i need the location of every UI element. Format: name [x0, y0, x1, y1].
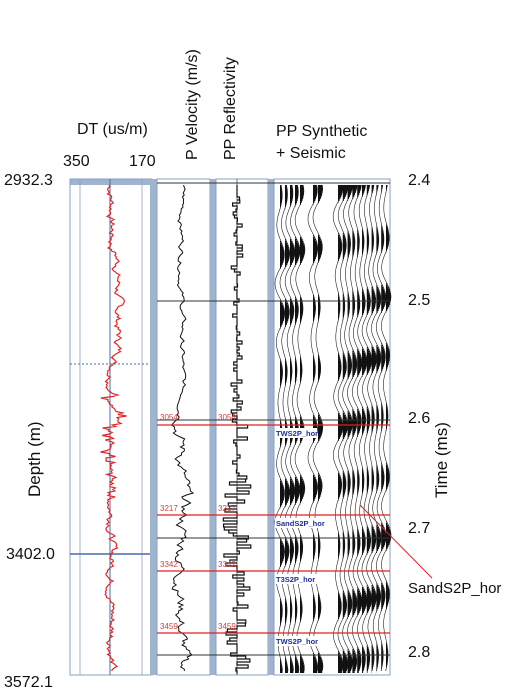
seismic-horizon-label-3: T3S2P_hor	[276, 575, 315, 584]
synthetic-seismic-track-edge	[268, 179, 274, 675]
horizon-depth-tag-vel-4: 3459	[160, 622, 178, 631]
time-tick-2-6: 2.6	[408, 410, 431, 427]
seismic-trace-fill	[376, 185, 382, 673]
seismic-label-bg-4	[275, 636, 317, 646]
depth-bottom-label: 3572.1	[4, 674, 53, 691]
horizon-depth-tag-vel-2: 3217	[160, 504, 178, 513]
seismic-horizon-label-2: SandS2P_hor	[276, 519, 325, 528]
horizon-depth-tag-refl-3: 3342	[218, 560, 236, 569]
time-tick-2-8: 2.8	[408, 644, 431, 661]
seismic-horizon-label-4: TWS2P_hor	[276, 637, 318, 646]
pp-reflectivity-curve	[222, 185, 252, 674]
pp-reflectivity-track	[210, 178, 269, 676]
sand-horizon-callout: SandS2P_hor	[408, 580, 502, 597]
p-velocity-curve	[170, 184, 195, 672]
seismic-trace-fill	[362, 185, 367, 673]
seismic-trace-fill	[280, 185, 285, 673]
horizon-depth-tag-refl-4: 3459	[218, 622, 236, 631]
seismic-trace-fill	[338, 185, 343, 673]
seismic-trace-fill	[318, 185, 323, 673]
depth-marker-label: 3402.0	[6, 546, 55, 563]
time-tick-2-5: 2.5	[408, 292, 431, 309]
horizon-depth-tag-refl-2: 3217	[218, 504, 236, 513]
seismic-trace-fill	[366, 185, 372, 673]
seismic-trace-fill	[352, 185, 358, 673]
time-tick-2-4: 2.4	[408, 172, 431, 189]
callout-leader-line	[359, 504, 433, 579]
time-tick-2-7: 2.7	[408, 520, 431, 537]
time-gridlines	[157, 182, 390, 656]
seismic-trace-fill	[357, 185, 363, 673]
horizon-lines	[157, 424, 433, 634]
synthetic-seismic-track	[268, 178, 392, 676]
horizon-depth-tag-refl-1: 3054	[218, 413, 236, 422]
p-velocity-track-edge	[150, 179, 157, 675]
dt-track-header-bar	[70, 179, 152, 185]
horizon-depth-tag-vel-1: 3054	[160, 413, 178, 422]
synthetic-seismic-track-frame	[273, 178, 391, 676]
seismic-trace-fill	[347, 185, 353, 673]
seismic-trace-fill	[386, 185, 391, 671]
synthetic-track-title-line1: PP Synthetic	[276, 123, 368, 140]
depth-top-label: 2932.3	[4, 172, 53, 189]
p-velocity-track-frame	[156, 178, 211, 676]
p-velocity-track	[150, 178, 211, 676]
synthetic-track-title-line2: + Seismic	[276, 145, 346, 162]
seismic-trace-fill	[381, 185, 387, 671]
seismic-label-bg-2	[275, 518, 321, 528]
seismic-trace-fill	[371, 185, 377, 673]
horizon-depth-tag-vel-3: 3342	[160, 560, 178, 569]
seismic-label-bg-1	[275, 428, 317, 438]
seismic-horizon-label-1: TWS2P_hor	[276, 429, 318, 438]
pp-reflectivity-track-edge	[210, 179, 216, 675]
dt-scale-right: 170	[129, 153, 156, 170]
seismic-label-bg-3	[275, 574, 317, 584]
horizon-depth-tags: 3054 3054 3217 3217 3342 3342 3459 3459	[160, 413, 236, 631]
dt-track-title: DT (us/m)	[77, 121, 148, 138]
dt-curve	[100, 184, 127, 672]
seismic-horizon-labels: TWS2P_hor SandS2P_hor T3S2P_hor TWS2P_ho…	[275, 428, 325, 646]
dt-scale-left: 350	[63, 153, 90, 170]
seismic-trace-fill	[342, 185, 348, 673]
dt-track	[69, 178, 153, 676]
